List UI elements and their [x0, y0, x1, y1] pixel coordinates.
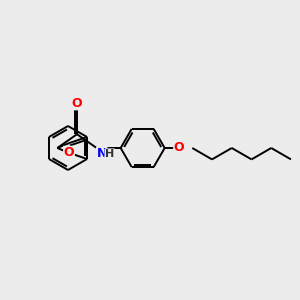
Text: O: O	[174, 142, 184, 154]
Text: O: O	[64, 146, 74, 159]
Text: N: N	[97, 148, 107, 160]
Text: O: O	[72, 97, 82, 110]
Text: H: H	[105, 149, 114, 159]
